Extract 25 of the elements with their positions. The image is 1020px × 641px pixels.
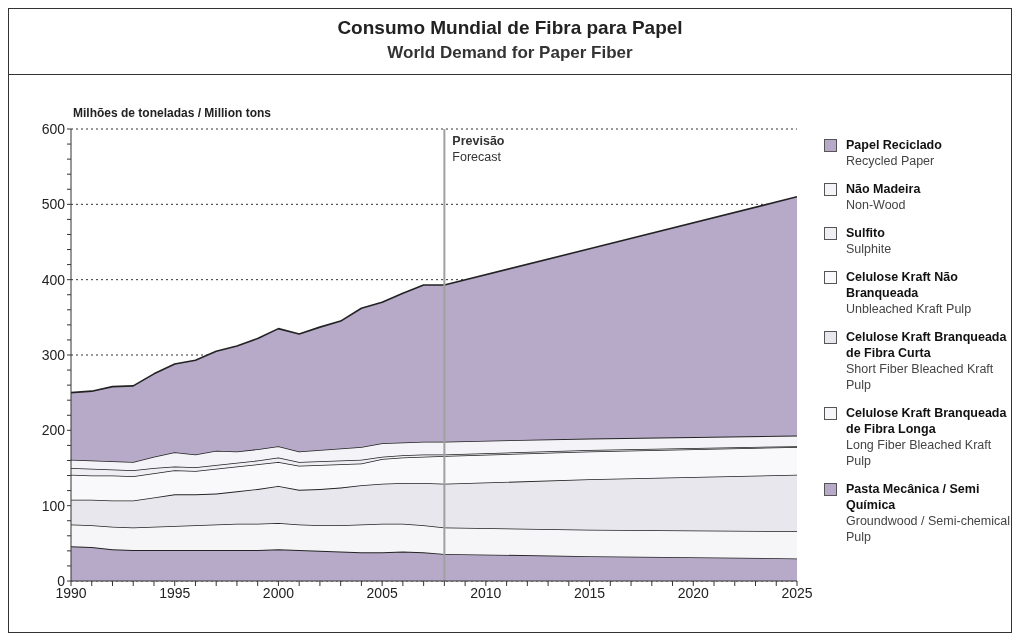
y-tick-label: 0 [57,572,66,589]
chart-title: Consumo Mundial de Fibra para Papel [336,17,684,39]
y-tick-label: 200 [41,422,66,439]
ref-line-label: Previsão Forecast [452,134,505,164]
y-tick-label: 100 [41,497,66,514]
text: Papel Reciclado Recycled Paper [846,137,942,169]
y-axis-title: Milhões de toneladas / Million tons [73,106,272,120]
y-tick-label: 500 [41,196,66,213]
y-tick-label: 300 [41,346,66,363]
legend-label: Não Madeira Non-Wood [846,181,921,213]
x-tick-label: 1995 [159,584,191,601]
x-tick-label: 2025 [781,584,813,601]
text: Pasta Mecânica / Semi Química Groundwood / Semi-chemical Pulp [846,481,1011,545]
x-tick-label: 2015 [573,584,606,601]
y-tick-label: 600 [41,120,66,137]
legend-label: Celulose Kraft Branqueada de Fibra Curta Short Fiber Bleached Kraft Pulp [846,329,1008,393]
x-tick-label: 2000 [262,584,295,601]
x-tick-label: 2020 [677,584,710,601]
legend-label: Celulose Kraft Não Branqueada Unbleached Kraft Pulp [846,269,973,317]
chart-subtitle: World Demand for Paper Fiber [386,43,634,63]
legend-label: Celulose Kraft Branqueada de Fibra Longa Long Fiber Bleached Kraft Pulp [846,405,1008,469]
legend-label: Sulfito Sulphite [846,225,892,257]
y-tick-label: 400 [41,271,66,288]
x-tick-label: 2010 [470,584,502,601]
x-tick-label: 2005 [366,584,398,601]
